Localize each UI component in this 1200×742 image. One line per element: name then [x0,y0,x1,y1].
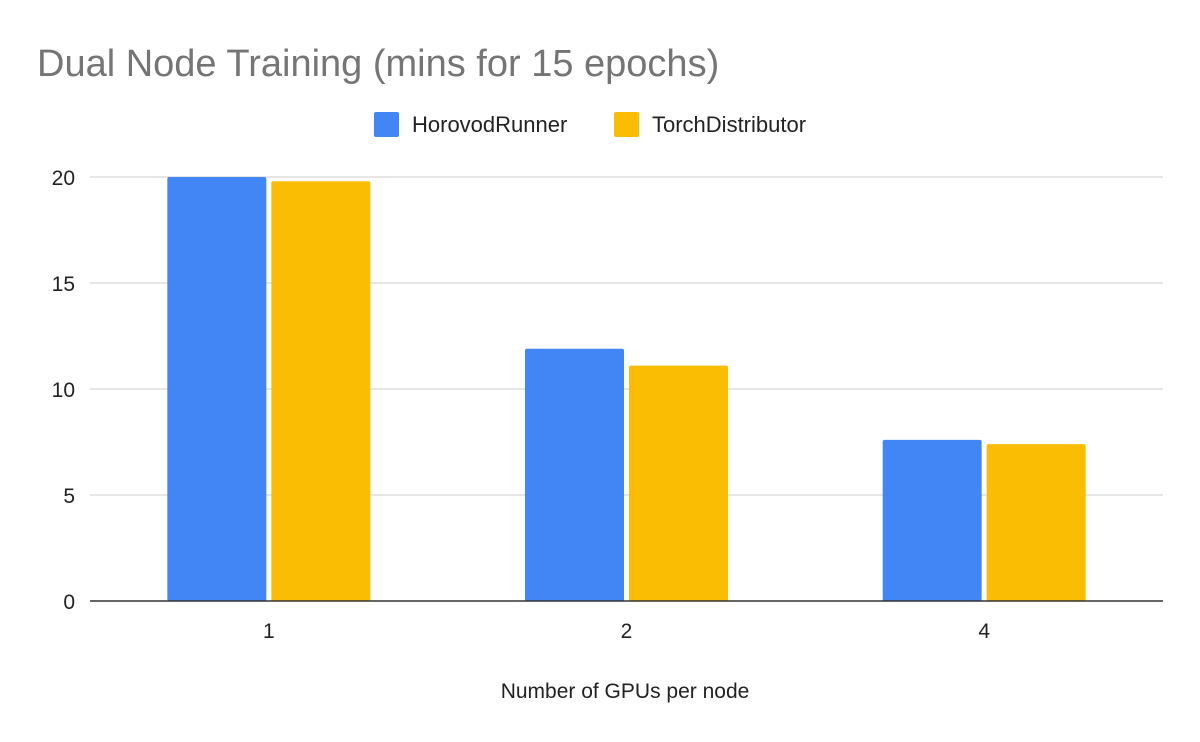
x-tick-label: 1 [263,620,275,643]
bars [167,177,1086,602]
x-tick-label: 4 [978,620,990,643]
legend-swatch-horovodrunner [374,112,399,137]
y-tick-label: 0 [63,591,75,614]
legend-label-torchdistributor: TorchDistributor [652,112,806,137]
x-tick-label: 2 [621,620,633,643]
bar-horovodrunner-2 [525,348,624,601]
bar-horovodrunner-1 [167,177,267,601]
x-axis-tick-labels: 1 2 4 [263,620,990,643]
y-tick-label: 15 [52,273,75,296]
y-tick-label: 5 [63,485,75,508]
y-axis-tick-labels: 0 5 10 15 20 [52,167,75,614]
bar-horovodrunner-4 [882,439,982,601]
legend-label-horovodrunner: HorovodRunner [412,112,567,137]
y-tick-label: 20 [52,167,75,190]
bar-torchdistributor-1 [271,181,371,602]
y-tick-label: 10 [52,379,75,402]
bar-torchdistributor-4 [986,444,1086,601]
legend: HorovodRunner TorchDistributor [374,112,806,137]
legend-swatch-torchdistributor [614,112,639,137]
bar-torchdistributor-2 [629,365,728,601]
gridlines [90,176,1163,496]
x-axis-title: Number of GPUs per node [501,680,750,703]
chart-title: Dual Node Training (mins for 15 epochs) [37,43,719,85]
